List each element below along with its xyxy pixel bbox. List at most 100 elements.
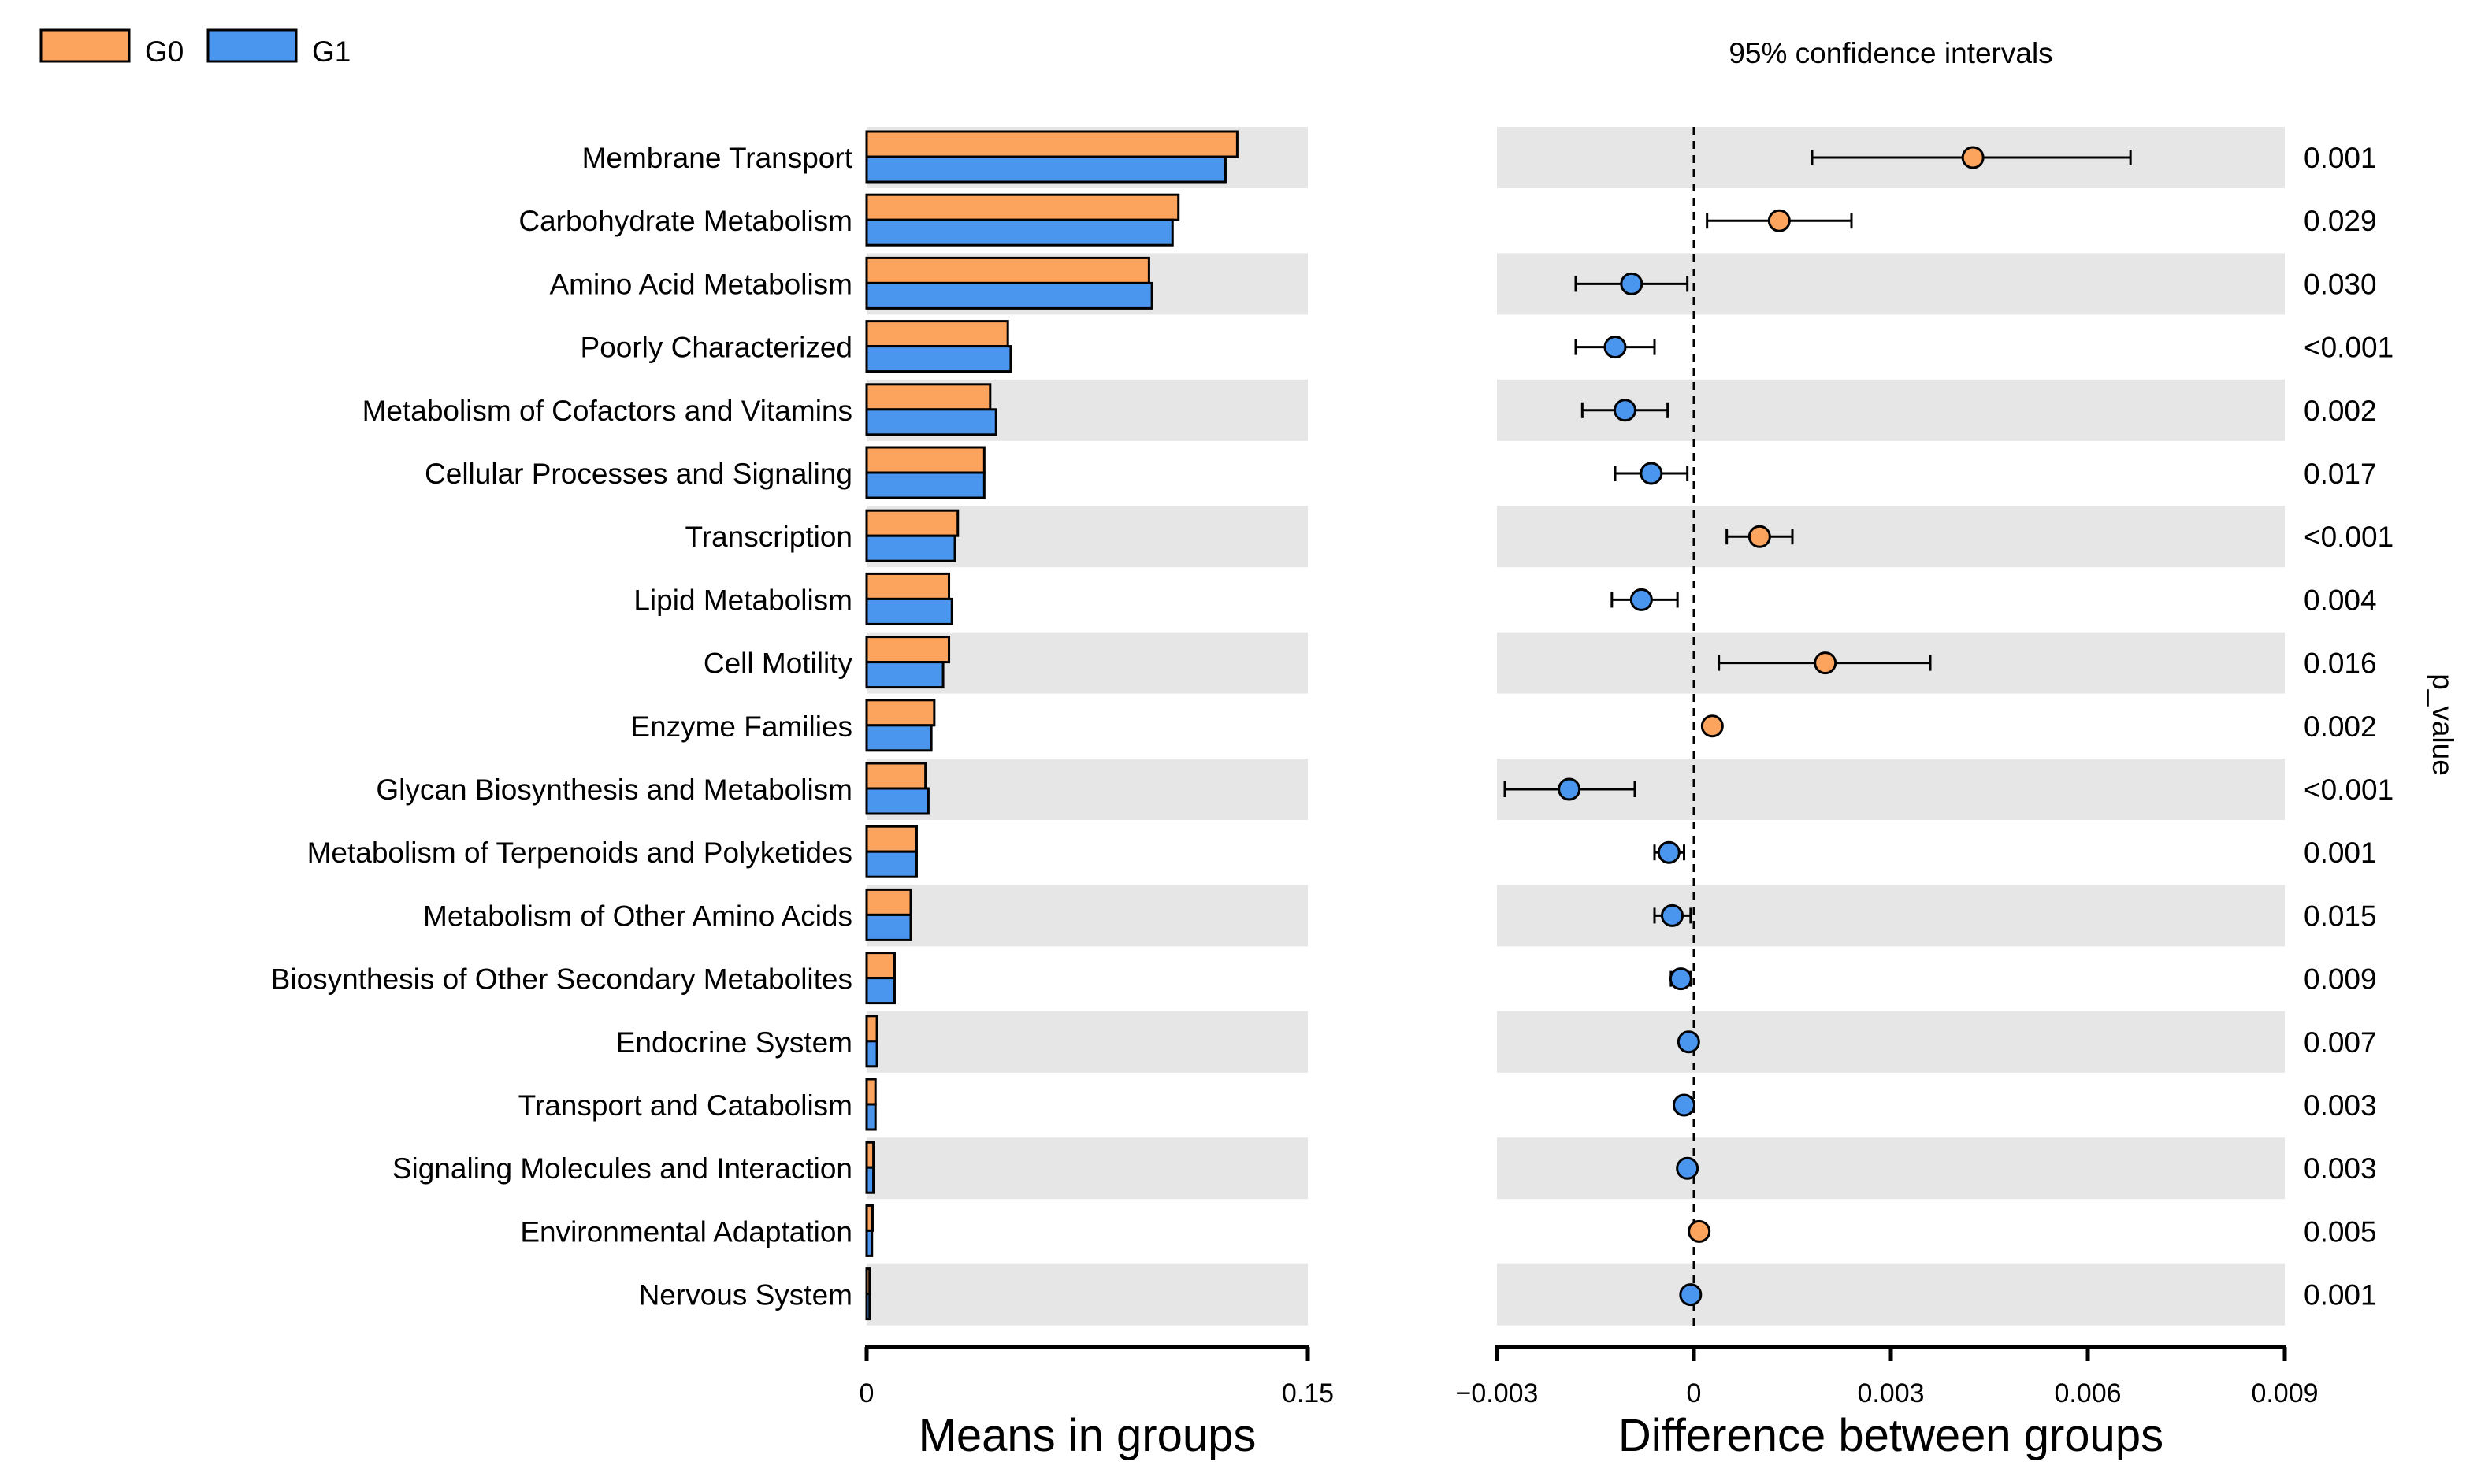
p-value: 0.003 — [2304, 1089, 2377, 1122]
means-x-axis: 0 0.15 Means in groups — [860, 1345, 1334, 1461]
ci-row-band — [1497, 1263, 2285, 1326]
p-value: 0.007 — [2304, 1026, 2377, 1059]
means-row-band — [867, 1137, 1308, 1200]
ci-point — [1700, 714, 1724, 738]
bar-g0 — [865, 572, 951, 600]
bar-g0 — [865, 193, 1180, 221]
ci-point — [1669, 967, 1692, 991]
category-label: Environmental Adaptation — [520, 1215, 852, 1248]
ci-point — [1767, 209, 1791, 232]
ci-point — [1640, 462, 1663, 485]
bar-g0 — [865, 952, 896, 980]
category-label: Poorly Characterized — [581, 332, 852, 364]
bar-g0 — [865, 1141, 875, 1169]
ci-point — [1814, 651, 1837, 675]
bar-g1 — [865, 597, 953, 625]
category-label: Carbohydrate Metabolism — [518, 205, 852, 237]
bar-g1 — [865, 913, 912, 941]
p-value: 0.004 — [2304, 584, 2377, 616]
bar-g1 — [865, 724, 933, 752]
ci-point — [1679, 1283, 1703, 1307]
p-value: <0.001 — [2304, 521, 2394, 553]
bar-g1 — [865, 471, 986, 499]
bar-g1 — [865, 408, 997, 436]
p-value: <0.001 — [2304, 332, 2394, 364]
bar-g0 — [865, 1204, 874, 1232]
category-label: Enzyme Families — [630, 710, 852, 743]
category-label: Biosynthesis of Other Secondary Metaboli… — [271, 963, 852, 996]
p-value-labels: 0.001 0.029 0.030 <0.001 0.002 0.017 <0.001 0.0… — [2304, 142, 2394, 1311]
bar-g0 — [865, 888, 912, 916]
legend-label-g0: G0 — [145, 35, 184, 68]
category-labels: Membrane Transport Carbohydrate Metabolis… — [271, 142, 853, 1311]
bar-g1 — [865, 218, 1174, 247]
category-label: Amino Acid Metabolism — [549, 268, 852, 300]
bar-g1 — [865, 850, 918, 878]
ci-panel-background — [1497, 127, 2285, 1326]
category-label: Transport and Catabolism — [518, 1089, 852, 1122]
ci-x-axis: Difference between groups −0.003 0 0.003 0.… — [1456, 1345, 2319, 1461]
ci-point — [1614, 399, 1636, 422]
bar-g1 — [865, 1040, 878, 1068]
category-label: Glycan Biosynthesis and Metabolism — [376, 774, 852, 806]
bar-g1 — [865, 1166, 875, 1194]
p-value: 0.009 — [2304, 963, 2377, 996]
p-value: 0.005 — [2304, 1215, 2377, 1248]
ci-marks — [1503, 127, 2132, 1328]
ci-tick-label: 0.006 — [2054, 1378, 2121, 1408]
means-row-band — [867, 1263, 1308, 1326]
p-value: 0.030 — [2304, 268, 2377, 300]
bar-g1 — [865, 661, 945, 689]
category-label: Metabolism of Other Amino Acids — [423, 900, 852, 932]
ci-tick-label: 0 — [1687, 1378, 1702, 1408]
ci-tick-label: 0.009 — [2251, 1378, 2318, 1408]
category-label: Endocrine System — [616, 1026, 852, 1059]
bar-g0 — [865, 1015, 878, 1043]
bar-g0 — [865, 383, 992, 411]
means-bars — [865, 130, 1239, 1321]
means-row-band — [867, 759, 1308, 820]
legend-swatch-g0 — [39, 28, 131, 63]
p-value: 0.001 — [2304, 837, 2377, 869]
means-row-band — [867, 885, 1308, 947]
ci-row-band — [1497, 885, 2285, 947]
legend: G0 G1 — [39, 28, 351, 68]
p-value: 0.029 — [2304, 205, 2377, 237]
ci-point — [1620, 272, 1643, 295]
bar-g0 — [865, 446, 986, 474]
ci-point — [1558, 777, 1581, 801]
ci-axis-title: Difference between groups — [1618, 1410, 2163, 1461]
means-tick-0: 0 — [860, 1378, 875, 1408]
bar-g0 — [865, 509, 960, 537]
bar-g1 — [865, 281, 1153, 310]
ci-tick-label: −0.003 — [1456, 1378, 1539, 1408]
ci-row-band — [1497, 1137, 2285, 1200]
ci-point — [1676, 1156, 1699, 1180]
bar-g1 — [865, 345, 1012, 373]
bar-g1 — [865, 1229, 874, 1257]
ci-point — [1629, 588, 1653, 611]
p-value: <0.001 — [2304, 774, 2394, 806]
bar-g1 — [865, 1103, 877, 1131]
p-value: 0.003 — [2304, 1152, 2377, 1185]
category-label: Lipid Metabolism — [633, 584, 852, 616]
ci-tick-label: 0.003 — [1857, 1378, 1924, 1408]
category-label: Cellular Processes and Signaling — [425, 458, 852, 490]
bar-g1 — [865, 977, 896, 1005]
bar-g0 — [865, 699, 936, 727]
ci-row-band — [1497, 506, 2285, 568]
category-label: Nervous System — [639, 1279, 852, 1311]
ci-point — [1688, 1219, 1711, 1243]
bar-g0 — [865, 320, 1009, 348]
bar-g0 — [865, 1078, 877, 1106]
ci-point — [1657, 840, 1681, 864]
means-axis-title: Means in groups — [919, 1410, 1257, 1461]
p-value: 0.001 — [2304, 142, 2377, 174]
category-label: Metabolism of Cofactors and Vitamins — [362, 395, 852, 427]
ci-point — [1603, 336, 1627, 359]
bar-g0 — [865, 762, 927, 790]
category-label: Transcription — [685, 521, 852, 553]
category-label: Signaling Molecules and Interaction — [392, 1152, 852, 1185]
ci-point — [1747, 525, 1771, 548]
